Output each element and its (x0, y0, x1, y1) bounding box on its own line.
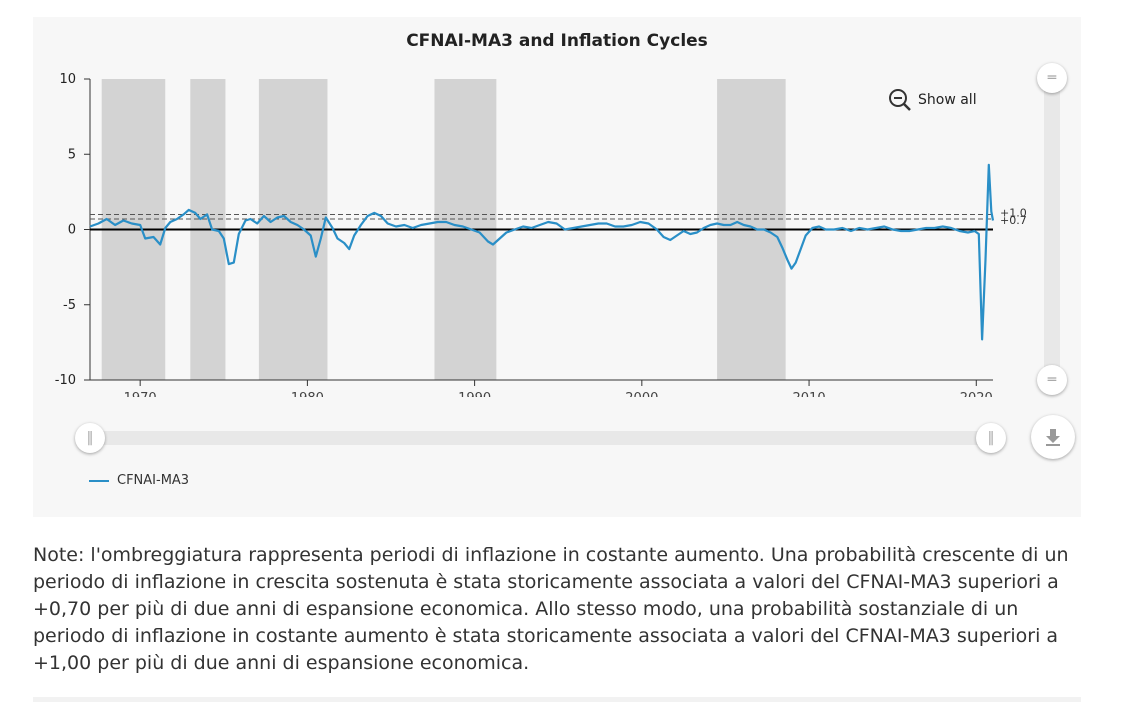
vertical-zoom-slider[interactable] (1044, 77, 1060, 381)
y-tick-label: -5 (63, 298, 76, 313)
zoom-out-icon (889, 89, 911, 111)
legend-swatch (89, 479, 109, 482)
legend-item-cfnai-ma3[interactable]: CFNAI-MA3 (89, 473, 189, 488)
x-axis: 1970 1980 1990 2000 2010 2020 (90, 379, 993, 397)
x-tick-label: 1980 (291, 391, 324, 397)
y-tick-label: 0 (68, 223, 76, 238)
download-icon (1046, 429, 1060, 446)
show-all-label: Show all (918, 92, 977, 108)
y-tick-label: 5 (68, 147, 76, 162)
grip-icon: ‖ (86, 430, 94, 446)
grip-icon: ═ (1047, 372, 1057, 388)
legend-label: CFNAI-MA3 (117, 473, 190, 488)
line-chart: 10 5 0 -5 -10 1970 1980 1990 2000 2010 2020 +1.0+… (55, 72, 1027, 397)
download-button[interactable] (1031, 415, 1075, 459)
x-tick-label: 2020 (960, 391, 993, 397)
y-tick-label: 10 (59, 72, 76, 87)
grip-icon: ═ (1047, 70, 1057, 86)
horizontal-zoom-slider[interactable] (90, 431, 992, 445)
chart-panel: CFNAI-MA3 and Inflation Cycles 10 5 0 -5 -10… (33, 17, 1081, 517)
x-tick-label: 1990 (458, 391, 491, 397)
divider (33, 697, 1081, 702)
grip-icon: ‖ (987, 430, 995, 446)
x-tick-label: 2010 (793, 391, 826, 397)
vertical-slider-bottom-handle[interactable]: ═ (1037, 365, 1067, 395)
horizontal-slider-left-handle[interactable]: ‖ (75, 423, 105, 453)
chart-title: CFNAI-MA3 and Inflation Cycles (406, 31, 708, 51)
x-tick-label: 2000 (625, 391, 658, 397)
threshold-lines: +1.0+0.7 (90, 206, 1027, 227)
chart-note: Note: l'ombreggiatura rappresenta period… (33, 544, 1069, 674)
y-axis: 10 5 0 -5 -10 (55, 72, 91, 388)
threshold-label: +0.7 (1000, 214, 1027, 227)
horizontal-slider-right-handle[interactable]: ‖ (976, 423, 1006, 453)
y-tick-label: -10 (55, 373, 76, 388)
series-line-cfnai-ma3[interactable] (89, 163, 995, 341)
x-tick-label: 1970 (124, 391, 157, 397)
vertical-slider-top-handle[interactable]: ═ (1037, 63, 1067, 93)
show-all-button[interactable]: Show all (888, 88, 977, 112)
threshold-label: +1.0 (1000, 206, 1027, 219)
